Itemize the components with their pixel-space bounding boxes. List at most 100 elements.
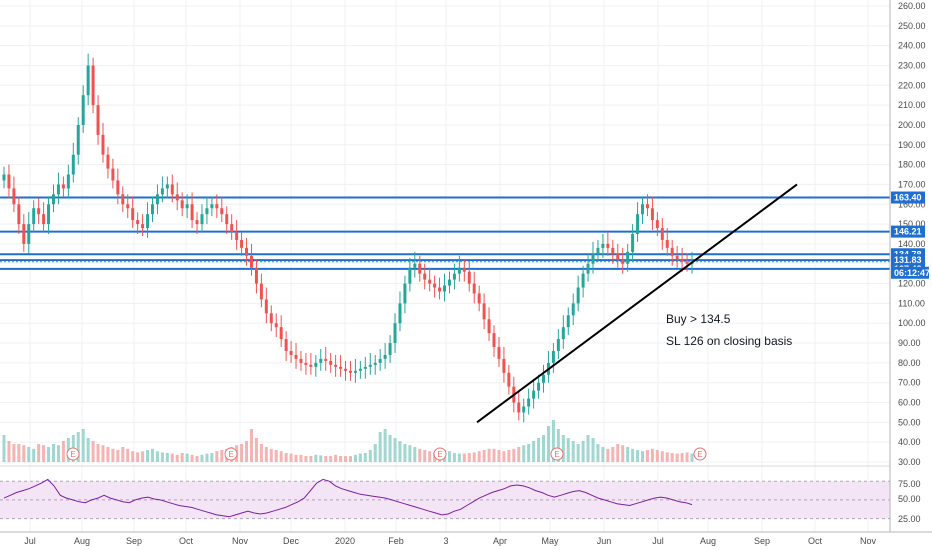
- volume-bar: [650, 448, 654, 462]
- time-tick-label: Sep: [754, 536, 770, 546]
- price-tick-label: 70.00: [898, 378, 921, 388]
- volume-bar: [116, 450, 120, 462]
- volume-bar: [314, 454, 318, 462]
- rsi-line: [3, 478, 693, 518]
- price-tick-label: 210.00: [898, 100, 926, 110]
- candle-body: [626, 251, 630, 264]
- volume-bar: [81, 429, 85, 462]
- candle-body: [388, 343, 392, 355]
- annotation-stoploss: SL 126 on closing basis: [666, 334, 792, 348]
- time-tick-label: Oct: [808, 536, 823, 546]
- volume-bar: [482, 450, 486, 462]
- volume-bar: [378, 432, 382, 462]
- candle-body: [22, 224, 26, 244]
- candle-body: [71, 154, 75, 175]
- candle-body: [566, 315, 570, 328]
- volume-bar: [289, 453, 293, 462]
- candle-body: [210, 204, 214, 209]
- candle-body: [279, 327, 283, 340]
- volume-bar: [146, 450, 150, 462]
- volume-bar: [423, 450, 427, 462]
- candle-body: [249, 255, 253, 268]
- candle-body: [329, 360, 333, 365]
- volume-bar: [358, 453, 362, 462]
- volume-bar: [126, 448, 130, 462]
- candle-body: [185, 204, 189, 209]
- candle-body: [680, 259, 684, 262]
- candle-body: [492, 333, 496, 348]
- volume-bar: [245, 441, 249, 462]
- volume-bar: [51, 444, 55, 462]
- candle-body: [76, 124, 80, 155]
- volume-bar: [685, 452, 689, 462]
- earnings-marker-label: E: [554, 450, 559, 459]
- volume-bar: [339, 456, 343, 462]
- volume-bar: [155, 451, 159, 462]
- candle-body: [477, 293, 481, 304]
- volume-bar: [492, 448, 496, 462]
- volume-bar: [240, 444, 244, 462]
- volume-bar: [452, 453, 456, 462]
- price-tick-label: 30.00: [898, 457, 921, 467]
- time-tick-label: Dec: [283, 536, 300, 546]
- candle-body: [447, 279, 451, 286]
- candle-body: [146, 214, 150, 229]
- volume-bar: [383, 429, 387, 462]
- candle-body: [398, 303, 402, 324]
- candle-body: [353, 370, 357, 373]
- volume-bar: [403, 444, 407, 462]
- price-tick-label: 190.00: [898, 140, 926, 150]
- volume-bar: [670, 453, 674, 462]
- volume-bar: [344, 456, 348, 462]
- rsi-tick-75: 75.00: [898, 479, 921, 489]
- annotation-buy: Buy > 134.5: [666, 312, 731, 326]
- candle-body: [571, 303, 575, 316]
- volume-bar: [551, 420, 555, 462]
- volume-bar: [363, 453, 367, 462]
- volume-bar: [274, 450, 278, 462]
- volume-bar: [136, 452, 140, 462]
- volume-bar: [462, 453, 466, 462]
- candle-body: [136, 220, 140, 225]
- annotations: Buy > 134.5 SL 126 on closing basis: [666, 312, 792, 348]
- candle-body: [621, 259, 625, 264]
- earnings-marker: [433, 447, 447, 461]
- candle-body: [645, 204, 649, 209]
- volume-bar: [586, 435, 590, 462]
- candle-body: [220, 208, 224, 215]
- candle-body: [254, 267, 258, 284]
- volume-bar: [428, 451, 432, 462]
- candle-body: [17, 204, 21, 225]
- candle-body: [601, 243, 605, 248]
- volume-bar: [319, 455, 323, 462]
- volume-bar: [596, 444, 600, 462]
- candle-body: [660, 228, 664, 240]
- price-tick-label: 160.00: [898, 199, 926, 209]
- earnings-marker: [224, 447, 238, 461]
- candle-body: [527, 398, 531, 407]
- volume-bar: [398, 441, 402, 462]
- candle-body: [532, 390, 536, 399]
- trendline: [476, 183, 798, 424]
- volume-bar: [680, 453, 684, 462]
- volume-bar: [645, 450, 649, 462]
- candle-body: [542, 374, 546, 383]
- price-lines: [0, 196, 890, 270]
- volume-bar: [606, 448, 610, 462]
- volume-bar: [2, 435, 6, 462]
- volume-bar: [131, 451, 135, 462]
- time-tick-label: Jun: [597, 536, 612, 546]
- volume-bar: [522, 445, 526, 462]
- candle-body: [551, 350, 555, 363]
- volume-bar: [447, 451, 451, 462]
- candle-body: [403, 283, 407, 304]
- candle-body: [517, 402, 521, 413]
- candle-body: [175, 194, 179, 201]
- candle-body: [131, 208, 135, 221]
- candle-body: [581, 273, 585, 288]
- candle-body: [141, 224, 145, 229]
- candle-body: [160, 188, 164, 195]
- time-tick-label: Oct: [179, 536, 194, 546]
